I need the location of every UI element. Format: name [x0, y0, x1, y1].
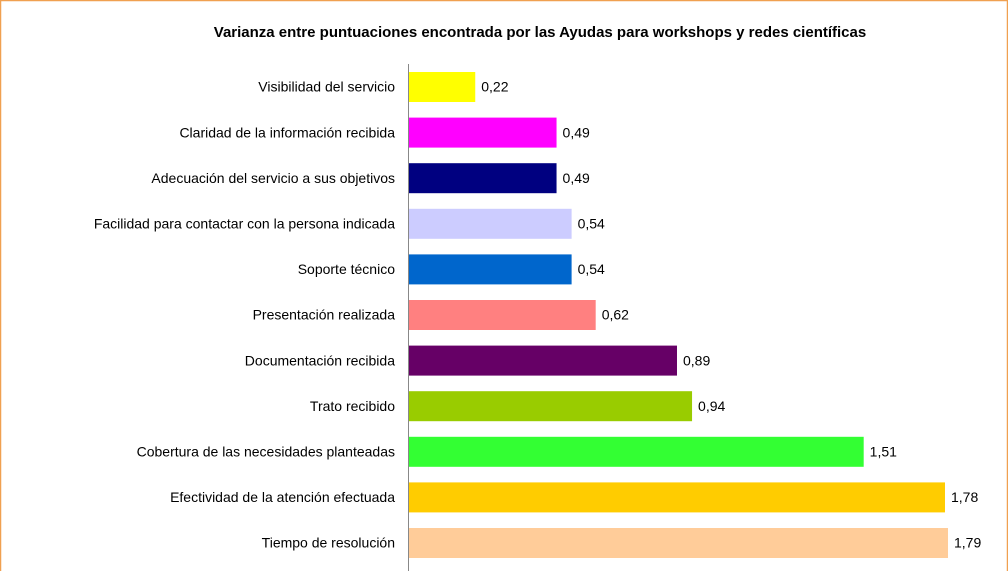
bar	[409, 163, 557, 194]
category-label: Facilidad para contactar con la persona …	[94, 216, 395, 232]
bar	[409, 391, 693, 422]
bar	[409, 208, 572, 239]
data-label: 0,49	[563, 170, 590, 186]
data-label: 1,79	[954, 535, 981, 551]
bar	[409, 345, 677, 376]
category-label: Soporte técnico	[298, 261, 395, 277]
category-label: Documentación recibida	[245, 352, 395, 368]
data-label: 0,89	[683, 352, 710, 368]
bar	[409, 72, 476, 102]
category-label: Presentación realizada	[253, 307, 396, 323]
data-label: 0,49	[563, 124, 590, 140]
category-label: Tiempo de resolución	[262, 535, 395, 551]
bar	[409, 528, 948, 558]
bar	[409, 117, 557, 148]
chart-title: Varianza entre puntuaciones encontrada p…	[214, 24, 866, 41]
data-label: 0,54	[578, 216, 605, 232]
category-label: Cobertura de las necesidades planteadas	[137, 444, 395, 460]
category-label: Claridad de la información recibida	[179, 124, 395, 140]
category-label: Efectividad de la atención efectuada	[170, 489, 395, 505]
data-label: 0,22	[481, 79, 508, 95]
data-label: 1,78	[951, 489, 978, 505]
bar	[409, 254, 572, 285]
bar	[409, 482, 945, 513]
data-label: 0,54	[578, 261, 605, 277]
data-label: 0,62	[602, 307, 629, 323]
data-label: 0,94	[698, 398, 725, 414]
bar	[409, 436, 864, 467]
category-label: Adecuación del servicio a sus objetivos	[151, 170, 395, 186]
category-label: Visibilidad del servicio	[258, 79, 395, 95]
data-label: 1,51	[870, 444, 897, 460]
category-label: Trato recibido	[310, 398, 395, 414]
bar	[409, 300, 596, 330]
